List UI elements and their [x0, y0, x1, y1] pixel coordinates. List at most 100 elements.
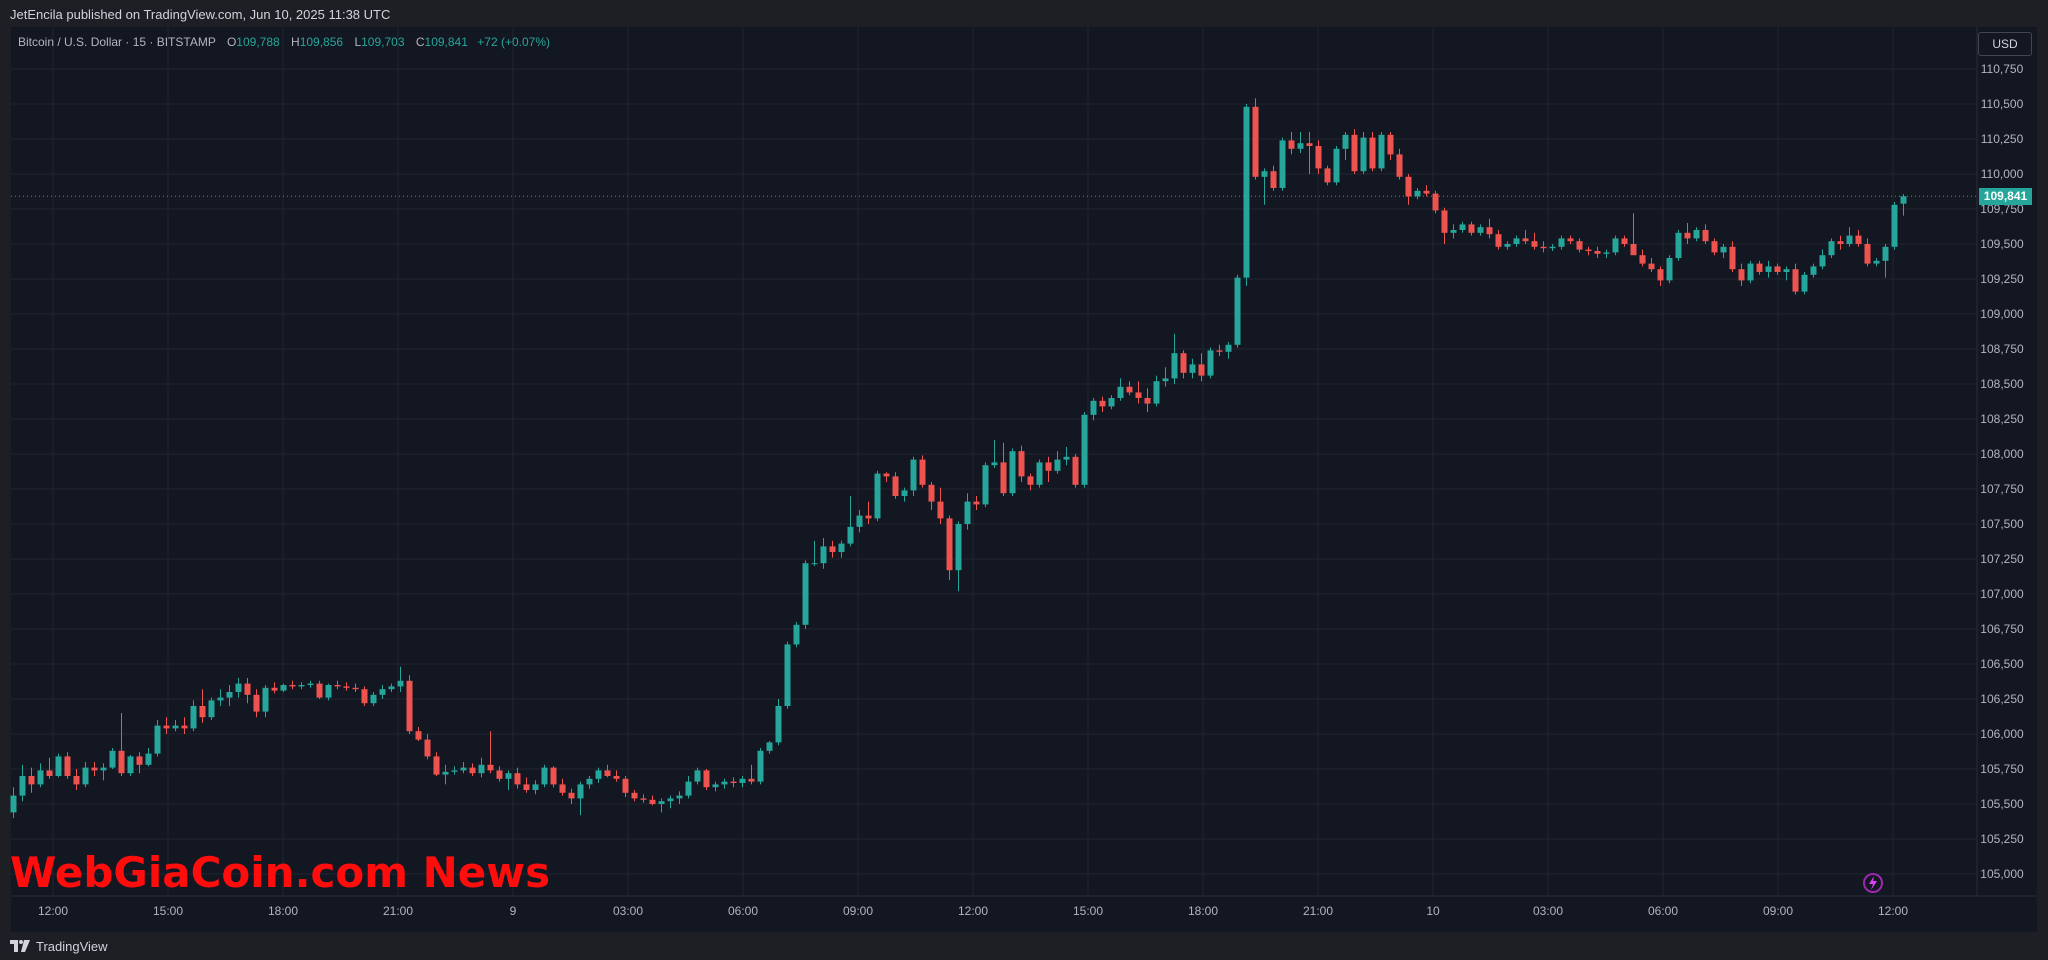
- candle-body: [676, 795, 683, 799]
- candle-body: [316, 683, 323, 698]
- candle-body: [685, 781, 692, 796]
- candle-body: [1495, 234, 1502, 247]
- candle-body: [1153, 381, 1160, 404]
- candle-body: [1045, 462, 1052, 471]
- candle-body: [991, 462, 998, 466]
- price-chart[interactable]: 105,000 105,250 105,500 105,750 106,000 106,2…: [0, 0, 2048, 932]
- candle-body: [343, 686, 350, 688]
- time-tick-label: 21:00: [1303, 904, 1333, 918]
- candle-body: [82, 767, 89, 785]
- candle-body: [1873, 260, 1880, 264]
- candle-body: [739, 778, 746, 783]
- candle-body: [1360, 137, 1367, 172]
- candle-body: [1243, 106, 1250, 278]
- price-tick-label: 107,250: [1980, 552, 2024, 566]
- candle-body: [253, 694, 260, 712]
- candle-body: [721, 781, 728, 785]
- candle-body: [1630, 244, 1637, 256]
- candle-body: [235, 683, 242, 692]
- symbol-legend[interactable]: Bitcoin / U.S. Dollar · 15 · BITSTAMP O1…: [18, 35, 550, 49]
- candle-body: [622, 778, 629, 793]
- close-label: C: [415, 35, 425, 49]
- candle-body: [523, 784, 530, 790]
- candle-body: [127, 756, 134, 774]
- candle-body: [1135, 392, 1142, 398]
- candle-body: [1702, 230, 1709, 242]
- candle-body: [1405, 176, 1412, 197]
- candle-body: [541, 767, 548, 785]
- candle-body: [1693, 230, 1700, 239]
- time-tick-label: 10: [1426, 904, 1440, 918]
- time-tick-label: 03:00: [1533, 904, 1563, 918]
- price-tick-label: 107,500: [1980, 517, 2024, 531]
- candle-body: [919, 459, 926, 485]
- candle-body: [334, 685, 341, 687]
- flash-alert-icon[interactable]: [1862, 872, 1884, 894]
- symbol-title: Bitcoin / U.S. Dollar · 15 · BITSTAMP: [18, 35, 216, 49]
- candle-body: [379, 689, 386, 695]
- candle-body: [1900, 196, 1907, 204]
- candle-body: [856, 515, 863, 527]
- candle-body: [712, 784, 719, 788]
- candle-body: [1810, 266, 1817, 275]
- change-value: +72 (+0.07%): [477, 35, 550, 49]
- candle-body: [1513, 238, 1520, 244]
- candle-body: [640, 798, 647, 800]
- candle-body: [73, 776, 80, 785]
- candle-body: [874, 473, 881, 519]
- time-tick-label: 09:00: [1763, 904, 1793, 918]
- candles: [10, 98, 1907, 818]
- candle-body: [1540, 246, 1547, 249]
- price-tick-label: 109,000: [1980, 307, 2024, 321]
- candle-body: [1144, 398, 1151, 404]
- candle-body: [1000, 462, 1007, 494]
- tradingview-logo[interactable]: TradingView: [10, 936, 108, 956]
- price-tick-label: 106,250: [1980, 692, 2024, 706]
- candle-body: [91, 767, 98, 771]
- price-axis[interactable]: 105,000 105,250 105,500 105,750 106,000 106,2…: [1980, 62, 2024, 881]
- candle-body: [1009, 451, 1016, 494]
- time-tick-label: 06:00: [728, 904, 758, 918]
- candle-body: [145, 753, 152, 765]
- price-tick-label: 110,250: [1981, 132, 2024, 146]
- candle-body: [559, 784, 566, 793]
- candle-body: [910, 459, 917, 491]
- candle-body: [883, 473, 890, 477]
- price-tick-label: 105,250: [1980, 832, 2024, 846]
- time-tick-label: 09:00: [843, 904, 873, 918]
- candle-body: [1612, 238, 1619, 253]
- candle-body: [1477, 227, 1484, 233]
- candle-body: [1864, 244, 1871, 264]
- candle-body: [694, 770, 701, 782]
- candle-body: [1288, 140, 1295, 149]
- candle-body: [766, 742, 773, 751]
- candle-body: [190, 706, 197, 729]
- candle-body: [262, 687, 269, 712]
- candle-body: [1819, 255, 1826, 267]
- candle-body: [154, 725, 161, 754]
- candle-body: [1252, 106, 1259, 177]
- candle-body: [1792, 269, 1799, 292]
- candle-body: [631, 792, 638, 799]
- price-tick-label: 109,250: [1980, 272, 2024, 286]
- currency-button[interactable]: USD: [1978, 32, 2032, 56]
- footer-bar: [0, 932, 2048, 960]
- candle-body: [1774, 266, 1781, 272]
- time-tick-label: 15:00: [1073, 904, 1103, 918]
- time-axis[interactable]: 12:00 15:00 18:00 21:00 9 03:00 06:00 09:00 12:0…: [38, 904, 1908, 918]
- candle-body: [1783, 269, 1790, 272]
- candle-body: [109, 750, 116, 768]
- candle-body: [892, 476, 899, 496]
- candle-body: [1459, 224, 1466, 230]
- candle-body: [1621, 238, 1628, 244]
- price-tick-label: 107,000: [1980, 587, 2024, 601]
- candle-body: [1225, 344, 1232, 352]
- candle-body: [1036, 462, 1043, 485]
- candle-body: [1108, 398, 1115, 407]
- price-tick-label: 108,750: [1980, 342, 2024, 356]
- open-label: O: [226, 35, 237, 49]
- candle-body: [793, 624, 800, 645]
- price-tick-label: 110,500: [1981, 97, 2024, 111]
- candle-body: [1729, 246, 1736, 270]
- candle-body: [568, 792, 575, 799]
